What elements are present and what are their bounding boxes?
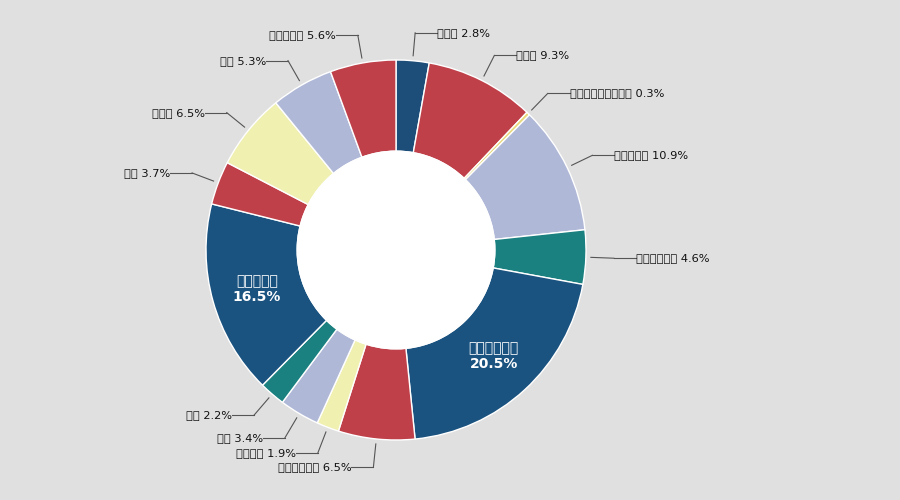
Text: 製造業 9.3%: 製造業 9.3% (517, 50, 570, 60)
Wedge shape (493, 230, 586, 284)
Wedge shape (318, 340, 366, 431)
Text: 医療 2.2%: 医療 2.2% (186, 410, 232, 420)
Text: サービス業
16.5%: サービス業 16.5% (233, 274, 281, 304)
Text: 公務員 6.5%: 公務員 6.5% (152, 108, 204, 118)
Wedge shape (465, 115, 585, 240)
Text: 金融・保険業 6.5%: 金融・保険業 6.5% (278, 462, 351, 472)
Wedge shape (275, 72, 362, 174)
Text: 電気・ガス・水道業 0.3%: 電気・ガス・水道業 0.3% (570, 88, 664, 99)
Wedge shape (406, 268, 583, 439)
Wedge shape (206, 204, 327, 385)
Wedge shape (413, 63, 526, 178)
Text: 自営 3.7%: 自営 3.7% (124, 168, 170, 178)
Text: 運輸・郵便業 4.6%: 運輸・郵便業 4.6% (635, 253, 709, 263)
Wedge shape (263, 320, 337, 402)
Text: 教育 3.4%: 教育 3.4% (217, 432, 263, 442)
Text: 建設業 2.8%: 建設業 2.8% (437, 28, 490, 38)
Wedge shape (338, 344, 415, 440)
Text: 卸売・小売業
20.5%: 卸売・小売業 20.5% (469, 341, 519, 372)
Text: 不動産業 1.9%: 不動産業 1.9% (236, 448, 296, 458)
Text: 大学院進学 5.6%: 大学院進学 5.6% (269, 30, 336, 40)
Text: 教員 5.3%: 教員 5.3% (220, 56, 266, 66)
Wedge shape (396, 60, 429, 152)
Wedge shape (228, 103, 334, 204)
Text: 情報通信業 10.9%: 情報通信業 10.9% (615, 150, 688, 160)
Wedge shape (212, 162, 309, 226)
Circle shape (297, 151, 495, 349)
Wedge shape (330, 60, 396, 158)
Wedge shape (464, 112, 529, 180)
Wedge shape (283, 329, 356, 423)
